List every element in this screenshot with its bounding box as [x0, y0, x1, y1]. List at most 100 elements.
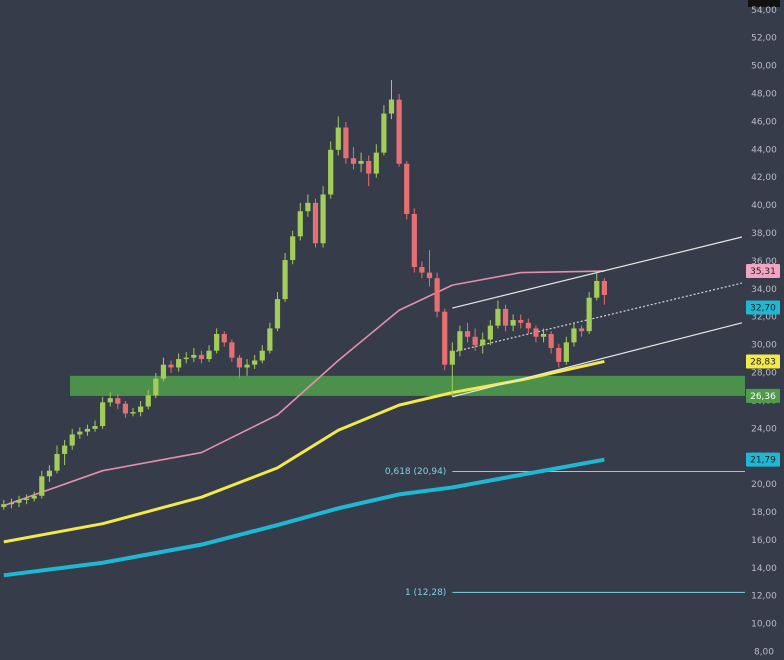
candle-body: [24, 498, 30, 500]
candle-body: [236, 357, 243, 368]
moving-average: [3, 359, 605, 544]
y-tick-label: 36,00: [751, 257, 777, 267]
corner-box: [748, 0, 780, 7]
y-tick-label: 12,00: [751, 592, 777, 602]
candle-body: [411, 214, 417, 268]
y-tick-label: 8,00: [754, 648, 774, 658]
candle-body: [381, 113, 387, 153]
y-tick-label: 46,00: [751, 117, 777, 127]
candle-body: [145, 395, 151, 407]
y-tick-label: 38,00: [751, 229, 777, 239]
candle-body: [457, 331, 463, 351]
price-label: 28,83: [750, 357, 776, 367]
price-label: 26,36: [750, 392, 776, 402]
candle-body: [221, 333, 227, 343]
candle-body: [502, 308, 509, 326]
y-tick-label: 54,00: [751, 6, 777, 16]
candle-body: [1, 504, 7, 507]
candle-body: [328, 149, 334, 195]
price-label: 35,31: [750, 267, 776, 277]
candle-body: [495, 308, 501, 326]
candle-body: [8, 502, 15, 505]
candle-body: [214, 333, 220, 351]
candle-body: [100, 402, 106, 427]
y-tick-label: 16,00: [751, 536, 777, 546]
candle-body: [343, 127, 349, 159]
candle-body: [54, 453, 60, 471]
candle-body: [168, 364, 174, 368]
candle-body: [358, 160, 364, 164]
candle-body: [563, 342, 569, 362]
candle-body: [533, 328, 539, 337]
candle-body: [176, 359, 182, 368]
candle-body: [77, 431, 83, 435]
y-tick-label: 34,00: [751, 285, 777, 295]
y-tick-label: 10,00: [751, 620, 777, 630]
price-label-box: [746, 264, 780, 279]
candle-body: [290, 236, 296, 261]
candle-body: [31, 495, 37, 499]
candle-body: [320, 194, 326, 244]
candle-body: [16, 499, 22, 503]
candle-body: [84, 428, 91, 432]
candle-body: [571, 328, 577, 343]
candle-body: [594, 280, 600, 298]
candle-body: [548, 333, 554, 348]
candle-body: [578, 328, 585, 332]
y-tick-label: 20,00: [751, 480, 777, 490]
candle-body: [335, 127, 341, 150]
candle-body: [244, 364, 250, 368]
candle-body: [282, 260, 288, 300]
candle-body: [46, 470, 53, 477]
y-tick-label: 50,00: [751, 62, 777, 72]
candle-body: [601, 280, 607, 295]
candle-body: [366, 160, 372, 174]
candle-body: [297, 211, 303, 237]
candle-body: [92, 426, 98, 429]
candle-body: [442, 311, 448, 365]
candle-body: [480, 339, 486, 346]
y-tick-label: 42,00: [751, 173, 777, 183]
candle-body: [153, 378, 159, 396]
price-label: 21,79: [750, 456, 776, 466]
candle-body: [487, 325, 493, 340]
candle-body: [525, 322, 531, 329]
price-label-box: [746, 388, 780, 403]
candle-body: [419, 267, 425, 273]
y-tick-label: 18,00: [751, 508, 777, 518]
trend-line: [452, 236, 743, 309]
candle-body: [472, 336, 478, 346]
candle-body: [259, 350, 265, 361]
candle-body: [267, 328, 273, 351]
candle-body: [426, 272, 433, 279]
candle-body: [373, 152, 379, 174]
candle-body: [540, 333, 547, 337]
candle-body: [396, 99, 402, 164]
candle-body: [160, 364, 167, 379]
moving-average: [3, 457, 605, 578]
price-label-box: [746, 300, 780, 315]
candle-body: [464, 331, 471, 337]
y-tick-label: 52,00: [751, 34, 777, 44]
y-tick-label: 32,00: [751, 313, 777, 323]
candle-body: [229, 342, 235, 358]
y-tick-label: 30,00: [751, 341, 777, 351]
trend-line: [452, 322, 743, 398]
candle-body: [305, 202, 311, 212]
candle-body: [350, 158, 357, 164]
candle-body: [274, 299, 281, 329]
candle-body: [183, 357, 189, 360]
candle-body: [434, 278, 440, 312]
fib-label: 0,618 (20,94): [385, 467, 446, 477]
y-tick-label: 14,00: [751, 564, 777, 574]
moving-average: [3, 270, 605, 507]
y-tick-label: 44,00: [751, 145, 777, 155]
candle-body: [206, 350, 212, 360]
price-label: 32,70: [750, 303, 776, 313]
candle-body: [122, 403, 129, 414]
y-tick-label: 24,00: [751, 424, 777, 434]
price-label-box: [746, 452, 780, 467]
candle-body: [586, 297, 592, 332]
candle-body: [62, 445, 68, 454]
